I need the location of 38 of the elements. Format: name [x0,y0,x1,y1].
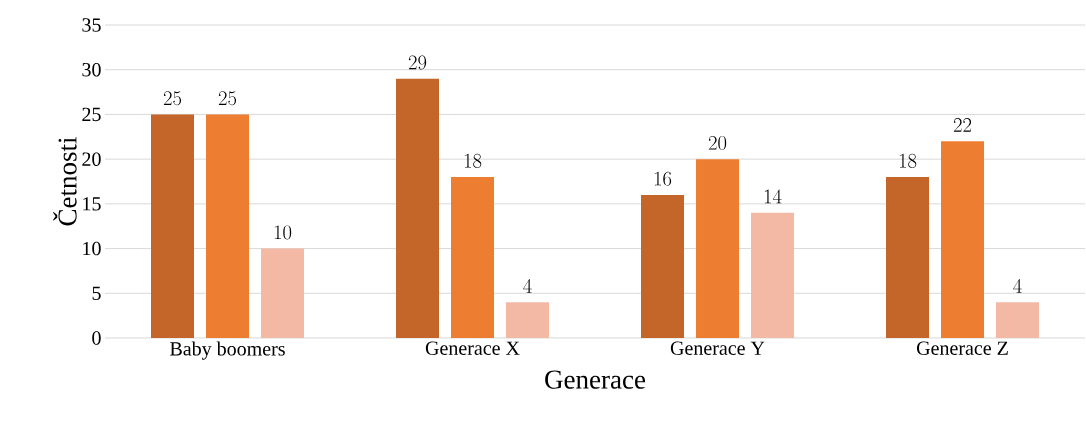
y-tick-label: 35 [82,18,101,32]
y-tick-label: 30 [82,62,101,77]
data-label: 4 [1013,278,1022,293]
data-label: 29 [408,55,427,70]
y-axis-title: Četnosti [53,137,77,226]
bar [886,177,930,338]
y-tick-label: 5 [92,286,101,300]
data-label: 18 [899,153,917,168]
x-axis-title: Generace [545,370,646,389]
bar [151,114,194,338]
data-label: 22 [953,118,972,132]
x-tick-label: Generace Z [916,341,1008,355]
data-label: 25 [163,91,182,106]
y-tick-label: 0 [92,331,101,345]
x-tick-label: Generace Y [670,341,765,355]
bar [696,159,740,338]
y-tick-label: 20 [82,152,101,166]
bar [451,177,494,338]
bar [996,302,1040,338]
bar [641,194,685,338]
bar [206,114,249,338]
bar [751,212,795,338]
data-label: 10 [274,225,292,240]
bar [941,141,985,338]
x-tick-label: Generace X [425,341,520,355]
y-tick-label: 10 [83,241,101,256]
data-label: 20 [708,135,727,150]
bar [261,248,304,338]
bar [396,78,439,338]
bar [506,302,549,338]
data-label: 4 [523,278,532,293]
y-tick-label: 15 [83,197,101,211]
data-label: 25 [218,91,237,106]
data-label: 16 [654,171,672,186]
data-label: 18 [464,153,482,168]
x-tick-label: Baby boomers [170,341,285,360]
y-tick-label: 25 [82,107,101,122]
data-label: 14 [764,189,782,204]
